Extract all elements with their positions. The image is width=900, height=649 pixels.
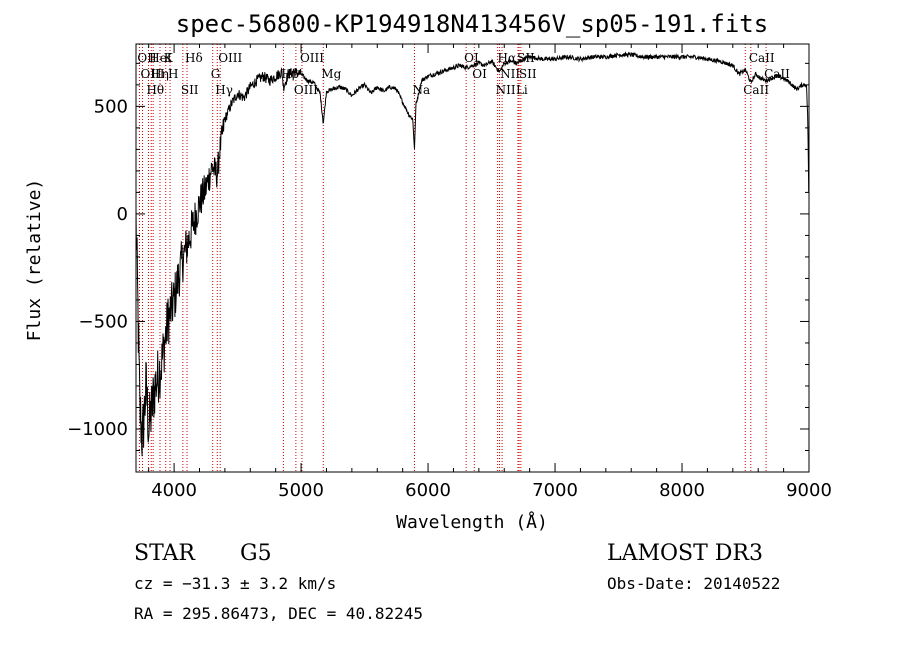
line-marker-label: Li bbox=[516, 83, 528, 97]
line-marker-label: Na bbox=[412, 83, 430, 97]
line-marker-label: Hδ bbox=[185, 51, 203, 65]
x-tick-label: 6000 bbox=[405, 480, 451, 501]
line-marker-label: K bbox=[164, 51, 174, 65]
line-marker-label: OI bbox=[464, 51, 479, 65]
spectrum-line bbox=[135, 51, 810, 457]
y-tick-label: 0 bbox=[117, 204, 128, 225]
y-axis-ticks: −1000 −500 0 500 bbox=[67, 62, 809, 451]
line-marker-label: Hθ bbox=[146, 83, 164, 97]
x-axis-label: Wavelength (Å) bbox=[396, 511, 548, 533]
line-marker-label: SII bbox=[181, 83, 199, 97]
velocity-text: cz = −31.3 ± 3.2 km/s bbox=[134, 574, 336, 593]
y-tick-label: −1000 bbox=[67, 419, 128, 440]
x-tick-label: 7000 bbox=[532, 480, 578, 501]
line-marker-label: OIII bbox=[218, 51, 242, 65]
object-class: STAR bbox=[134, 541, 196, 566]
spectral-line-labels: OIIOIIIHθHeIHηKHSIIHδGHγOIIIHβOIIIOIIIMg… bbox=[137, 51, 790, 97]
line-marker-label: NII bbox=[496, 83, 516, 97]
line-marker-label: OI bbox=[472, 67, 487, 81]
obs-date: Obs-Date: 20140522 bbox=[607, 574, 780, 593]
line-marker-label: OIII bbox=[294, 83, 318, 97]
line-marker-label: OII bbox=[137, 51, 157, 65]
line-marker-label: SII bbox=[519, 67, 537, 81]
survey-name: LAMOST DR3 bbox=[607, 541, 763, 566]
coordinates: RA = 295.86473, DEC = 40.82245 bbox=[134, 604, 423, 623]
line-marker-label: G bbox=[211, 67, 221, 81]
x-tick-label: 9000 bbox=[786, 480, 832, 501]
y-tick-label: −500 bbox=[79, 311, 128, 332]
line-marker-label: HeI bbox=[149, 51, 172, 65]
line-marker-label: Hγ bbox=[215, 83, 233, 97]
line-marker-label: H bbox=[168, 67, 178, 81]
plot-frame bbox=[135, 43, 810, 473]
line-marker-label: OIII bbox=[140, 67, 164, 81]
line-marker-label: CaII bbox=[743, 83, 769, 97]
line-marker-label: Mg bbox=[321, 67, 341, 81]
y-tick-label: 500 bbox=[94, 96, 128, 117]
x-axis-ticks: 4000 5000 6000 7000 8000 9000 bbox=[148, 44, 832, 501]
line-marker-label: CaII bbox=[749, 51, 775, 65]
object-subclass: G5 bbox=[240, 541, 272, 566]
x-tick-label: 8000 bbox=[659, 480, 705, 501]
spectrum-series bbox=[135, 51, 810, 457]
chart-title: spec-56800-KP194918N413456V_sp05-191.fit… bbox=[176, 10, 768, 38]
line-marker-label: NII bbox=[500, 67, 520, 81]
spectral-line-markers bbox=[138, 44, 767, 472]
y-axis-label: Flux (relative) bbox=[24, 179, 45, 342]
line-marker-label: Hη bbox=[151, 67, 169, 81]
x-tick-label: 4000 bbox=[151, 480, 197, 501]
x-tick-label: 5000 bbox=[278, 480, 324, 501]
line-marker-label: OIII bbox=[300, 51, 324, 65]
